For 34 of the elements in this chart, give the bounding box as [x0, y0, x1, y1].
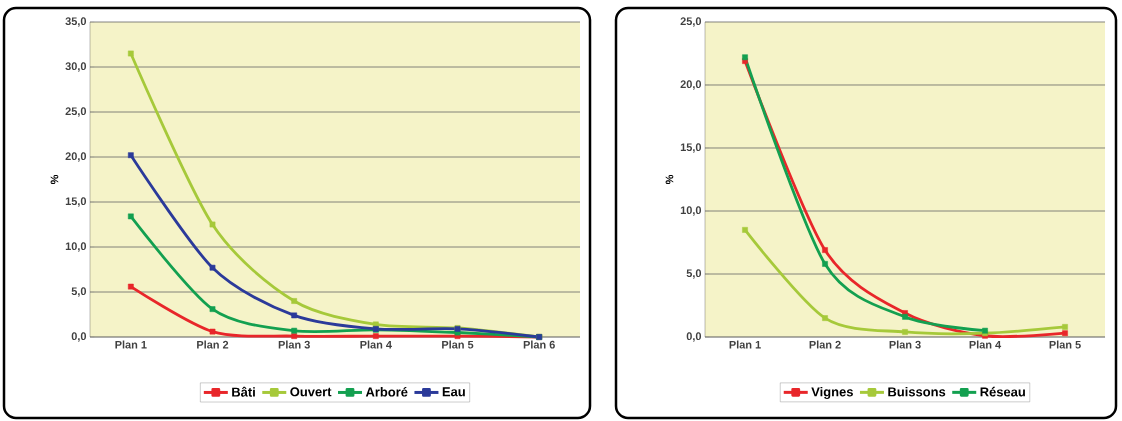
y-tick-label: 15,0 — [65, 197, 87, 207]
y-tick-label: 10,0 — [65, 242, 87, 252]
y-tick-label: 0,0 — [686, 332, 702, 342]
y-tick-label: 20,0 — [680, 80, 702, 90]
x-tick-label: Plan 1 — [115, 340, 147, 349]
legend-label: Vignes — [811, 386, 853, 400]
x-tick-label: Plan 5 — [1049, 340, 1081, 349]
y-tick-label: 25,0 — [680, 17, 702, 27]
x-tick-label: Plan 5 — [442, 340, 474, 349]
y-tick-label: 5,0 — [686, 269, 702, 279]
x-tick-label: Plan 3 — [278, 340, 310, 349]
legend-label: Eau — [442, 387, 465, 397]
x-tick-label: Plan 4 — [969, 340, 1002, 349]
y-tick-label: 20,0 — [65, 152, 87, 162]
legend-label: Bâti — [232, 386, 255, 397]
x-tick-label: Plan 2 — [809, 340, 841, 349]
legend-label: Ouvert — [290, 387, 332, 397]
x-tick-label: Plan 1 — [729, 340, 761, 349]
x-tick-label: Plan 6 — [523, 340, 555, 349]
y-tick-label: 15,0 — [680, 143, 702, 153]
y-tick-label: 35,0 — [65, 17, 87, 27]
y-tick-label: 10,0 — [680, 206, 702, 216]
y-axis-title: % — [665, 174, 674, 185]
x-tick-label: Plan 2 — [197, 340, 229, 349]
x-tick-label: Plan 4 — [360, 340, 392, 349]
y-tick-label: 5,0 — [71, 287, 87, 297]
y-tick-label: 30,0 — [65, 62, 87, 72]
x-tick-label: Plan 3 — [889, 340, 921, 349]
legend-label: Arboré — [365, 386, 408, 397]
legend-label: Buissons — [888, 386, 946, 397]
y-tick-label: 25,0 — [65, 107, 87, 117]
y-axis-title: % — [50, 174, 59, 185]
legend-label: Réseau — [980, 386, 1025, 397]
y-tick-label: 0,0 — [71, 332, 87, 342]
